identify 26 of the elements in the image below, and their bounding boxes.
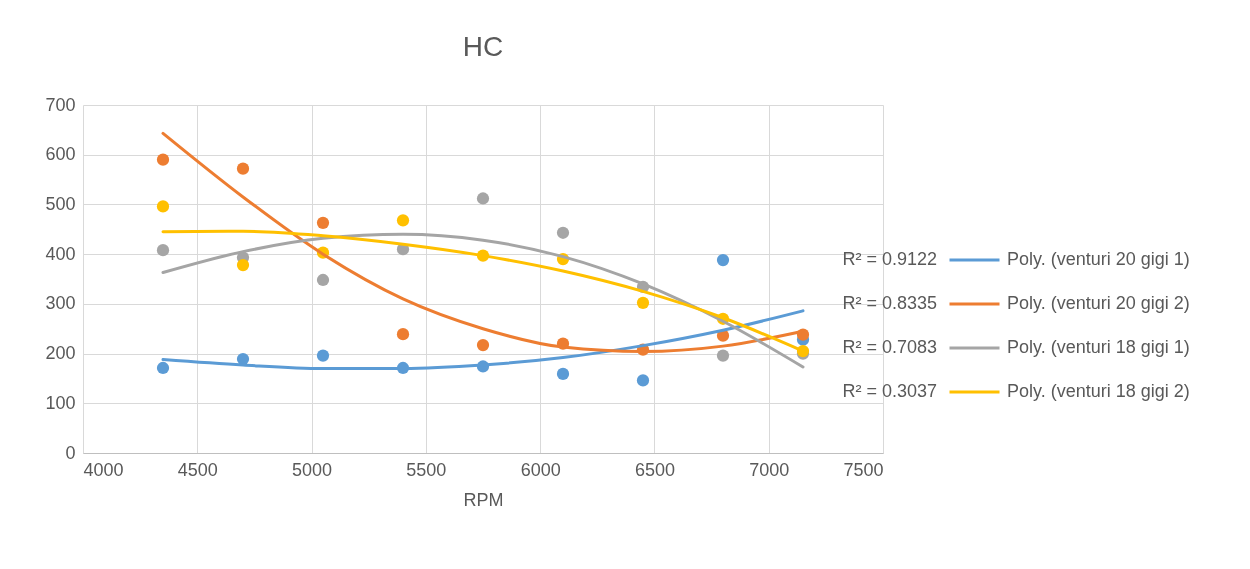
legend-label: Poly. (venturi 20 gigi 1) [1007, 249, 1190, 269]
annotation: R² = 0.8335 [842, 293, 937, 313]
annotation: R² = 0.9122 [842, 249, 937, 269]
x-tick-label: 6000 [520, 459, 561, 480]
y-tick-label: 700 [45, 94, 76, 115]
x-axis-title: RPM [463, 489, 504, 510]
legend-label: Poly. (venturi 18 gigi 1) [1007, 337, 1190, 357]
legend-label: Poly. (venturi 20 gigi 2) [1007, 293, 1190, 313]
chart-title: HC [462, 31, 504, 62]
y-tick-label: 200 [45, 343, 76, 364]
annotation: R² = 0.7083 [842, 337, 937, 357]
annotation: R² = 0.3037 [842, 381, 937, 401]
legend-label: Poly. (venturi 18 gigi 2) [1007, 381, 1190, 401]
x-tick-label: 4500 [177, 459, 218, 480]
y-tick-label: 100 [45, 392, 76, 413]
x-tick-label: 4000 [83, 459, 124, 480]
x-tick-label: 7000 [749, 459, 790, 480]
y-tick-label: 0 [65, 442, 76, 463]
y-tick-label: 600 [45, 144, 76, 165]
x-tick-label: 5000 [292, 459, 333, 480]
x-tick-label: 5500 [406, 459, 447, 480]
x-tick-label: 7500 [843, 459, 884, 480]
y-tick-label: 400 [45, 243, 76, 264]
x-tick-label: 6500 [634, 459, 675, 480]
y-tick-label: 500 [45, 193, 76, 214]
y-tick-label: 300 [45, 293, 76, 314]
